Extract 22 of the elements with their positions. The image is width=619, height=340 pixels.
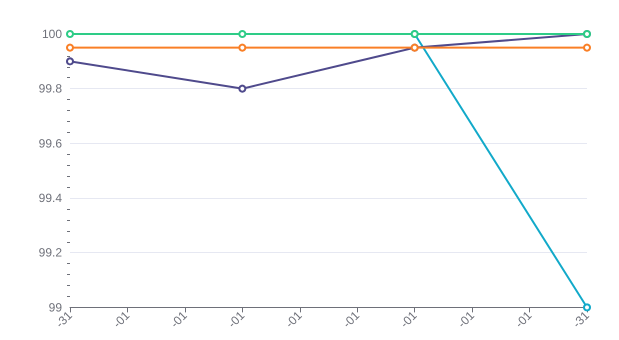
x-tick-label: -01 — [454, 308, 478, 331]
point — [238, 30, 246, 38]
x-tick-label: -31 — [570, 308, 592, 331]
x-tick-label: -01 — [397, 308, 420, 331]
point — [66, 44, 74, 52]
y-tick-label: 99.8 — [38, 82, 62, 96]
point — [66, 30, 74, 38]
x-tick-label: -01 — [168, 308, 190, 331]
x-tick-label: -01 — [110, 308, 133, 331]
x-tick-label: -01 — [282, 308, 305, 331]
y-tick-label: 99.2 — [38, 246, 62, 260]
y-tick-label: 99.6 — [38, 136, 62, 150]
y-tick-label: 99.4 — [38, 191, 62, 206]
point — [238, 44, 246, 52]
point — [583, 44, 591, 52]
x-tick-label: -01 — [340, 308, 362, 331]
point — [238, 84, 246, 93]
point — [66, 57, 74, 66]
x-tick-label: -01 — [512, 308, 535, 331]
y-tick-label: 100 — [42, 27, 62, 41]
y-tick-label: 99 — [48, 300, 62, 314]
x-tick-label: -01 — [225, 308, 248, 331]
